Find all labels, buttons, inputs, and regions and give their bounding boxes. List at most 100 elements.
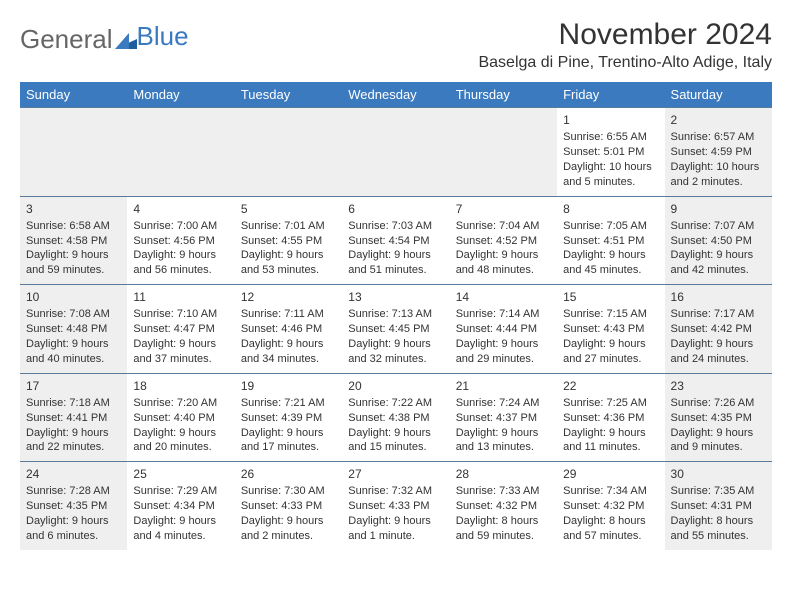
sunrise-text: Sunrise: 7:14 AM	[456, 307, 551, 322]
day-cell: 2Sunrise: 6:57 AMSunset: 4:59 PMDaylight…	[665, 108, 772, 197]
sunrise-text: Sunrise: 7:17 AM	[671, 307, 766, 322]
day-cell: 17Sunrise: 7:18 AMSunset: 4:41 PMDayligh…	[20, 373, 127, 462]
calendar-header-row: SundayMondayTuesdayWednesdayThursdayFrid…	[20, 82, 772, 108]
day-cell: 27Sunrise: 7:32 AMSunset: 4:33 PMDayligh…	[342, 462, 449, 550]
sunrise-text: Sunrise: 6:58 AM	[26, 219, 121, 234]
day-number: 8	[563, 201, 658, 217]
day-number: 29	[563, 466, 658, 482]
day-cell: 1Sunrise: 6:55 AMSunset: 5:01 PMDaylight…	[557, 108, 664, 197]
day-number: 22	[563, 378, 658, 394]
daylight-text: Daylight: 8 hours and 59 minutes.	[456, 514, 551, 544]
sunset-text: Sunset: 4:35 PM	[26, 499, 121, 514]
day-cell: 8Sunrise: 7:05 AMSunset: 4:51 PMDaylight…	[557, 196, 664, 285]
day-number: 17	[26, 378, 121, 394]
calendar-week-row: 3Sunrise: 6:58 AMSunset: 4:58 PMDaylight…	[20, 196, 772, 285]
sunrise-text: Sunrise: 7:20 AM	[133, 396, 228, 411]
daylight-text: Daylight: 9 hours and 11 minutes.	[563, 426, 658, 456]
daylight-text: Daylight: 10 hours and 2 minutes.	[671, 160, 766, 190]
empty-cell	[127, 108, 234, 197]
daylight-text: Daylight: 9 hours and 15 minutes.	[348, 426, 443, 456]
day-cell: 26Sunrise: 7:30 AMSunset: 4:33 PMDayligh…	[235, 462, 342, 550]
sunrise-text: Sunrise: 7:03 AM	[348, 219, 443, 234]
day-cell: 22Sunrise: 7:25 AMSunset: 4:36 PMDayligh…	[557, 373, 664, 462]
brand-logo: General Blue	[20, 18, 189, 55]
daylight-text: Daylight: 9 hours and 34 minutes.	[241, 337, 336, 367]
sunset-text: Sunset: 4:42 PM	[671, 322, 766, 337]
daylight-text: Daylight: 9 hours and 27 minutes.	[563, 337, 658, 367]
daylight-text: Daylight: 9 hours and 51 minutes.	[348, 248, 443, 278]
sunrise-text: Sunrise: 7:10 AM	[133, 307, 228, 322]
sunrise-text: Sunrise: 7:13 AM	[348, 307, 443, 322]
day-number: 27	[348, 466, 443, 482]
sunrise-text: Sunrise: 7:18 AM	[26, 396, 121, 411]
day-number: 18	[133, 378, 228, 394]
day-number: 14	[456, 289, 551, 305]
day-number: 4	[133, 201, 228, 217]
sunset-text: Sunset: 4:41 PM	[26, 411, 121, 426]
sunrise-text: Sunrise: 7:07 AM	[671, 219, 766, 234]
sunrise-text: Sunrise: 7:34 AM	[563, 484, 658, 499]
sunset-text: Sunset: 4:39 PM	[241, 411, 336, 426]
day-number: 5	[241, 201, 336, 217]
day-cell: 13Sunrise: 7:13 AMSunset: 4:45 PMDayligh…	[342, 285, 449, 374]
day-cell: 16Sunrise: 7:17 AMSunset: 4:42 PMDayligh…	[665, 285, 772, 374]
title-block: November 2024 Baselga di Pine, Trentino-…	[478, 18, 772, 72]
calendar-body: 1Sunrise: 6:55 AMSunset: 5:01 PMDaylight…	[20, 108, 772, 550]
sunset-text: Sunset: 4:51 PM	[563, 234, 658, 249]
day-header: Thursday	[450, 82, 557, 108]
sunrise-text: Sunrise: 7:00 AM	[133, 219, 228, 234]
sunrise-text: Sunrise: 7:24 AM	[456, 396, 551, 411]
day-cell: 14 Sunrise: 7:14 AMSunset: 4:44 PMDayligh…	[450, 285, 557, 374]
sunset-text: Sunset: 4:35 PM	[671, 411, 766, 426]
calendar-week-row: 10 Sunrise: 7:08 AMSunset: 4:48 PM Dayligh…	[20, 285, 772, 374]
calendar-page: General Blue November 2024 Baselga di Pi…	[0, 0, 792, 568]
day-cell: 15Sunrise: 7:15 AMSunset: 4:43 PMDayligh…	[557, 285, 664, 374]
sunset-text: Sunset: 4:32 PM	[563, 499, 658, 514]
sunrise-text: Sunrise: 7:21 AM	[241, 396, 336, 411]
day-cell: 29 Sunrise: 7:34 AMSunset: 4:32 PMDayligh…	[557, 462, 664, 550]
daylight-text: Daylight: 9 hours and 29 minutes.	[456, 337, 551, 367]
day-number: 26	[241, 466, 336, 482]
day-cell: 19Sunrise: 7:21 AMSunset: 4:39 PMDayligh…	[235, 373, 342, 462]
sunrise-text: Sunrise: 7:22 AM	[348, 396, 443, 411]
day-number: 28	[456, 466, 551, 482]
daylight-text: Daylight: 9 hours and 20 minutes.	[133, 426, 228, 456]
calendar-week-row: 24Sunrise: 7:28 AMSunset: 4:35 PMDayligh…	[20, 462, 772, 550]
page-header: General Blue November 2024 Baselga di Pi…	[20, 18, 772, 72]
day-header: Tuesday	[235, 82, 342, 108]
sunrise-text: Sunrise: 7:35 AM	[671, 484, 766, 499]
daylight-text: Daylight: 9 hours and 37 minutes.	[133, 337, 228, 367]
empty-cell	[20, 108, 127, 197]
day-number: 9	[671, 201, 766, 217]
day-number: 10	[26, 289, 121, 305]
sunset-text: Sunset: 4:58 PM	[26, 234, 121, 249]
day-cell: 23Sunrise: 7:26 AMSunset: 4:35 PMDayligh…	[665, 373, 772, 462]
sunset-text: Sunset: 4:36 PM	[563, 411, 658, 426]
day-number: 16	[671, 289, 766, 305]
sunset-text: Sunset: 4:31 PM	[671, 499, 766, 514]
sunset-text: Sunset: 4:47 PM	[133, 322, 228, 337]
sunset-text: Sunset: 4:33 PM	[241, 499, 336, 514]
empty-cell	[450, 108, 557, 197]
day-cell: 9Sunrise: 7:07 AMSunset: 4:50 PMDaylight…	[665, 196, 772, 285]
sunset-text: Sunset: 4:48 PM	[26, 322, 121, 337]
day-number: 1	[563, 112, 658, 128]
daylight-text: Daylight: 9 hours and 17 minutes.	[241, 426, 336, 456]
day-cell: 18Sunrise: 7:20 AMSunset: 4:40 PMDayligh…	[127, 373, 234, 462]
sunset-text: Sunset: 4:50 PM	[671, 234, 766, 249]
sunrise-text: Sunrise: 7:08 AM	[26, 307, 121, 322]
day-cell: 3Sunrise: 6:58 AMSunset: 4:58 PMDaylight…	[20, 196, 127, 285]
day-header: Wednesday	[342, 82, 449, 108]
sunrise-text: Sunrise: 7:11 AM	[241, 307, 336, 322]
empty-cell	[235, 108, 342, 197]
daylight-text: Daylight: 9 hours and 2 minutes.	[241, 514, 336, 544]
daylight-text: Daylight: 9 hours and 32 minutes.	[348, 337, 443, 367]
daylight-text: Daylight: 9 hours and 1 minute.	[348, 514, 443, 544]
daylight-text: Daylight: 9 hours and 53 minutes.	[241, 248, 336, 278]
sunset-text: Sunset: 4:46 PM	[241, 322, 336, 337]
calendar-week-row: 1Sunrise: 6:55 AMSunset: 5:01 PMDaylight…	[20, 108, 772, 197]
daylight-text: Daylight: 8 hours and 57 minutes.	[563, 514, 658, 544]
daylight-text: Daylight: 8 hours and 55 minutes.	[671, 514, 766, 544]
sunset-text: Sunset: 4:44 PM	[456, 322, 551, 337]
empty-cell	[342, 108, 449, 197]
